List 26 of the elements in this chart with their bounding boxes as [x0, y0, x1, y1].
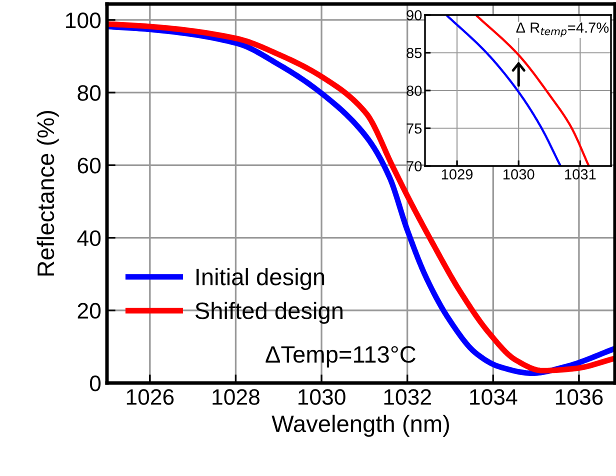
x-tick-label: 1032	[384, 389, 431, 405]
y-tick-label: 0	[90, 376, 101, 392]
y-tick-label: 85	[406, 48, 422, 58]
x-tick-label: 1030	[298, 389, 346, 405]
y-tick-label: 70	[406, 161, 422, 172]
y-tick-label: 60	[78, 158, 101, 174]
y-tick-label: 40	[77, 230, 101, 246]
legend-label: Shifted design	[195, 302, 342, 324]
x-tick-label: 1029	[442, 169, 473, 180]
x-tick-label: 1030	[504, 169, 534, 180]
x-tick-label: 1028	[212, 389, 260, 405]
y-axis-title: Reflectance (%)	[36, 110, 59, 276]
y-tick-label: 100	[66, 12, 101, 28]
y-tick-label: 20	[78, 302, 101, 319]
x-tick-label: 1026	[126, 389, 174, 405]
x-tick-label: 1034	[470, 389, 518, 405]
y-tick-label: 80	[78, 85, 101, 101]
legend-label: Initial design	[196, 268, 324, 290]
y-tick-label: 80	[406, 86, 422, 96]
annotation: ΔTemp=113°C	[266, 346, 416, 368]
annotation: Δ R$_{temp}$=4.7%	[516, 22, 609, 38]
x-tick-label: 1036	[556, 389, 603, 405]
y-tick-label: 90	[406, 10, 422, 20]
y-tick-label: 75	[406, 124, 422, 134]
x-tick-label: 1031	[565, 169, 596, 180]
x-axis-title: Wavelength (nm)	[272, 414, 449, 437]
